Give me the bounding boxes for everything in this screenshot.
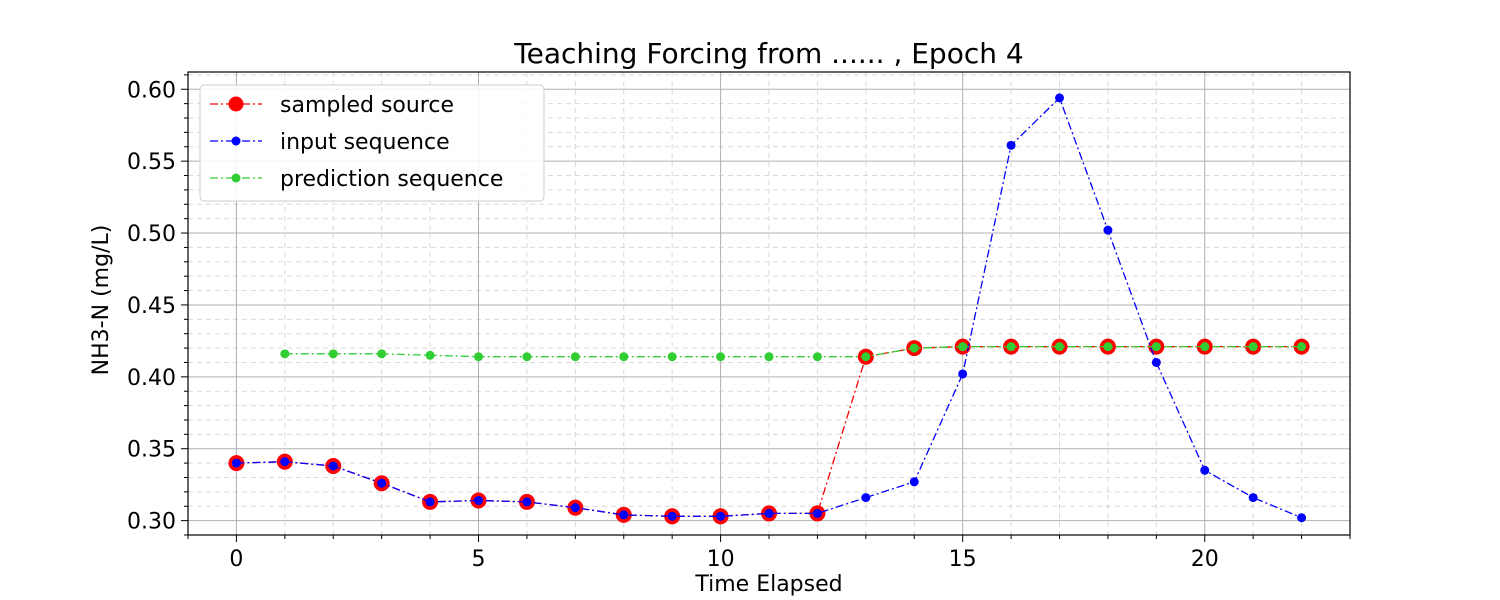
legend-label-prediction-sequence: prediction sequence [280, 167, 503, 192]
y-tick-label: 0.45 [127, 294, 176, 319]
legend-label-input-sequence: input sequence [280, 130, 450, 155]
y-tick-label: 0.30 [127, 510, 176, 535]
point-prediction-sequence [667, 352, 677, 362]
point-input-sequence [1200, 465, 1210, 475]
x-tick-label: 5 [472, 547, 486, 572]
point-prediction-sequence [716, 352, 726, 362]
point-prediction-sequence [474, 352, 483, 362]
point-prediction-sequence [1006, 342, 1016, 352]
legend-label-sampled-source: sampled source [280, 93, 454, 118]
point-prediction-sequence [958, 342, 968, 352]
x-axis-title: Time Elapsed [694, 572, 842, 597]
x-tick-label: 20 [1191, 547, 1219, 572]
point-prediction-sequence [909, 343, 919, 353]
series-line-prediction-sequence [284, 345, 1302, 358]
point-input-sequence [280, 457, 290, 467]
point-prediction-sequence [1151, 342, 1161, 352]
point-prediction-sequence [861, 352, 871, 362]
point-input-sequence [425, 497, 435, 507]
point-input-sequence [812, 508, 822, 518]
y-tick-label: 0.35 [127, 438, 176, 463]
point-prediction-sequence [1297, 342, 1307, 352]
point-prediction-sequence [1200, 342, 1210, 352]
series-layer [228, 93, 1310, 525]
point-prediction-sequence [522, 352, 532, 362]
point-prediction-sequence [1103, 342, 1113, 352]
point-prediction-sequence [619, 352, 629, 362]
point-input-sequence [328, 461, 338, 471]
point-prediction-sequence [280, 349, 290, 359]
y-tick-label: 0.60 [127, 78, 176, 103]
legend: sampled source input sequence prediction s… [199, 84, 545, 202]
point-prediction-sequence [377, 349, 387, 359]
point-input-sequence [1248, 493, 1258, 503]
point-input-sequence [861, 493, 871, 503]
y-tick-label: 0.50 [127, 222, 176, 247]
point-input-sequence [377, 478, 387, 488]
point-prediction-sequence [570, 352, 580, 362]
point-input-sequence [1055, 93, 1064, 103]
point-prediction-sequence [1055, 342, 1064, 352]
point-input-sequence [474, 495, 483, 505]
point-input-sequence [764, 508, 774, 518]
point-prediction-sequence [328, 349, 338, 359]
point-prediction-sequence [812, 352, 822, 362]
point-input-sequence [1103, 225, 1113, 235]
legend-marker-prediction-sequence [231, 173, 241, 183]
point-input-sequence [570, 503, 580, 513]
point-input-sequence [522, 497, 532, 507]
point-input-sequence [1151, 357, 1161, 367]
point-prediction-sequence [1248, 342, 1258, 352]
point-input-sequence [619, 510, 629, 520]
y-tick-label: 0.40 [127, 366, 176, 391]
y-axis-title: NH3-N (mg/L) [89, 225, 114, 376]
point-input-sequence [909, 477, 919, 487]
legend-marker-sampled-source [228, 96, 244, 112]
x-tick-label: 15 [949, 547, 977, 572]
point-input-sequence [1297, 513, 1307, 523]
point-input-sequence [716, 511, 726, 521]
legend-marker-input-sequence [231, 136, 241, 146]
chart-title: Teaching Forcing from ...... , Epoch 4 [513, 37, 1023, 70]
x-tick-label: 0 [229, 547, 243, 572]
point-input-sequence [667, 511, 677, 521]
y-tick-label: 0.55 [127, 150, 176, 175]
x-tick-label: 10 [707, 547, 735, 572]
point-input-sequence [231, 458, 241, 468]
legend-box [199, 84, 545, 202]
ticks-layer: 0 5 10 15 20 0.30 0.35 0.40 0.45 0.50 0.55 0.60 [127, 74, 1351, 572]
point-input-sequence [958, 369, 968, 379]
point-prediction-sequence [764, 352, 774, 362]
point-prediction-sequence [425, 350, 435, 360]
point-input-sequence [1006, 140, 1016, 150]
